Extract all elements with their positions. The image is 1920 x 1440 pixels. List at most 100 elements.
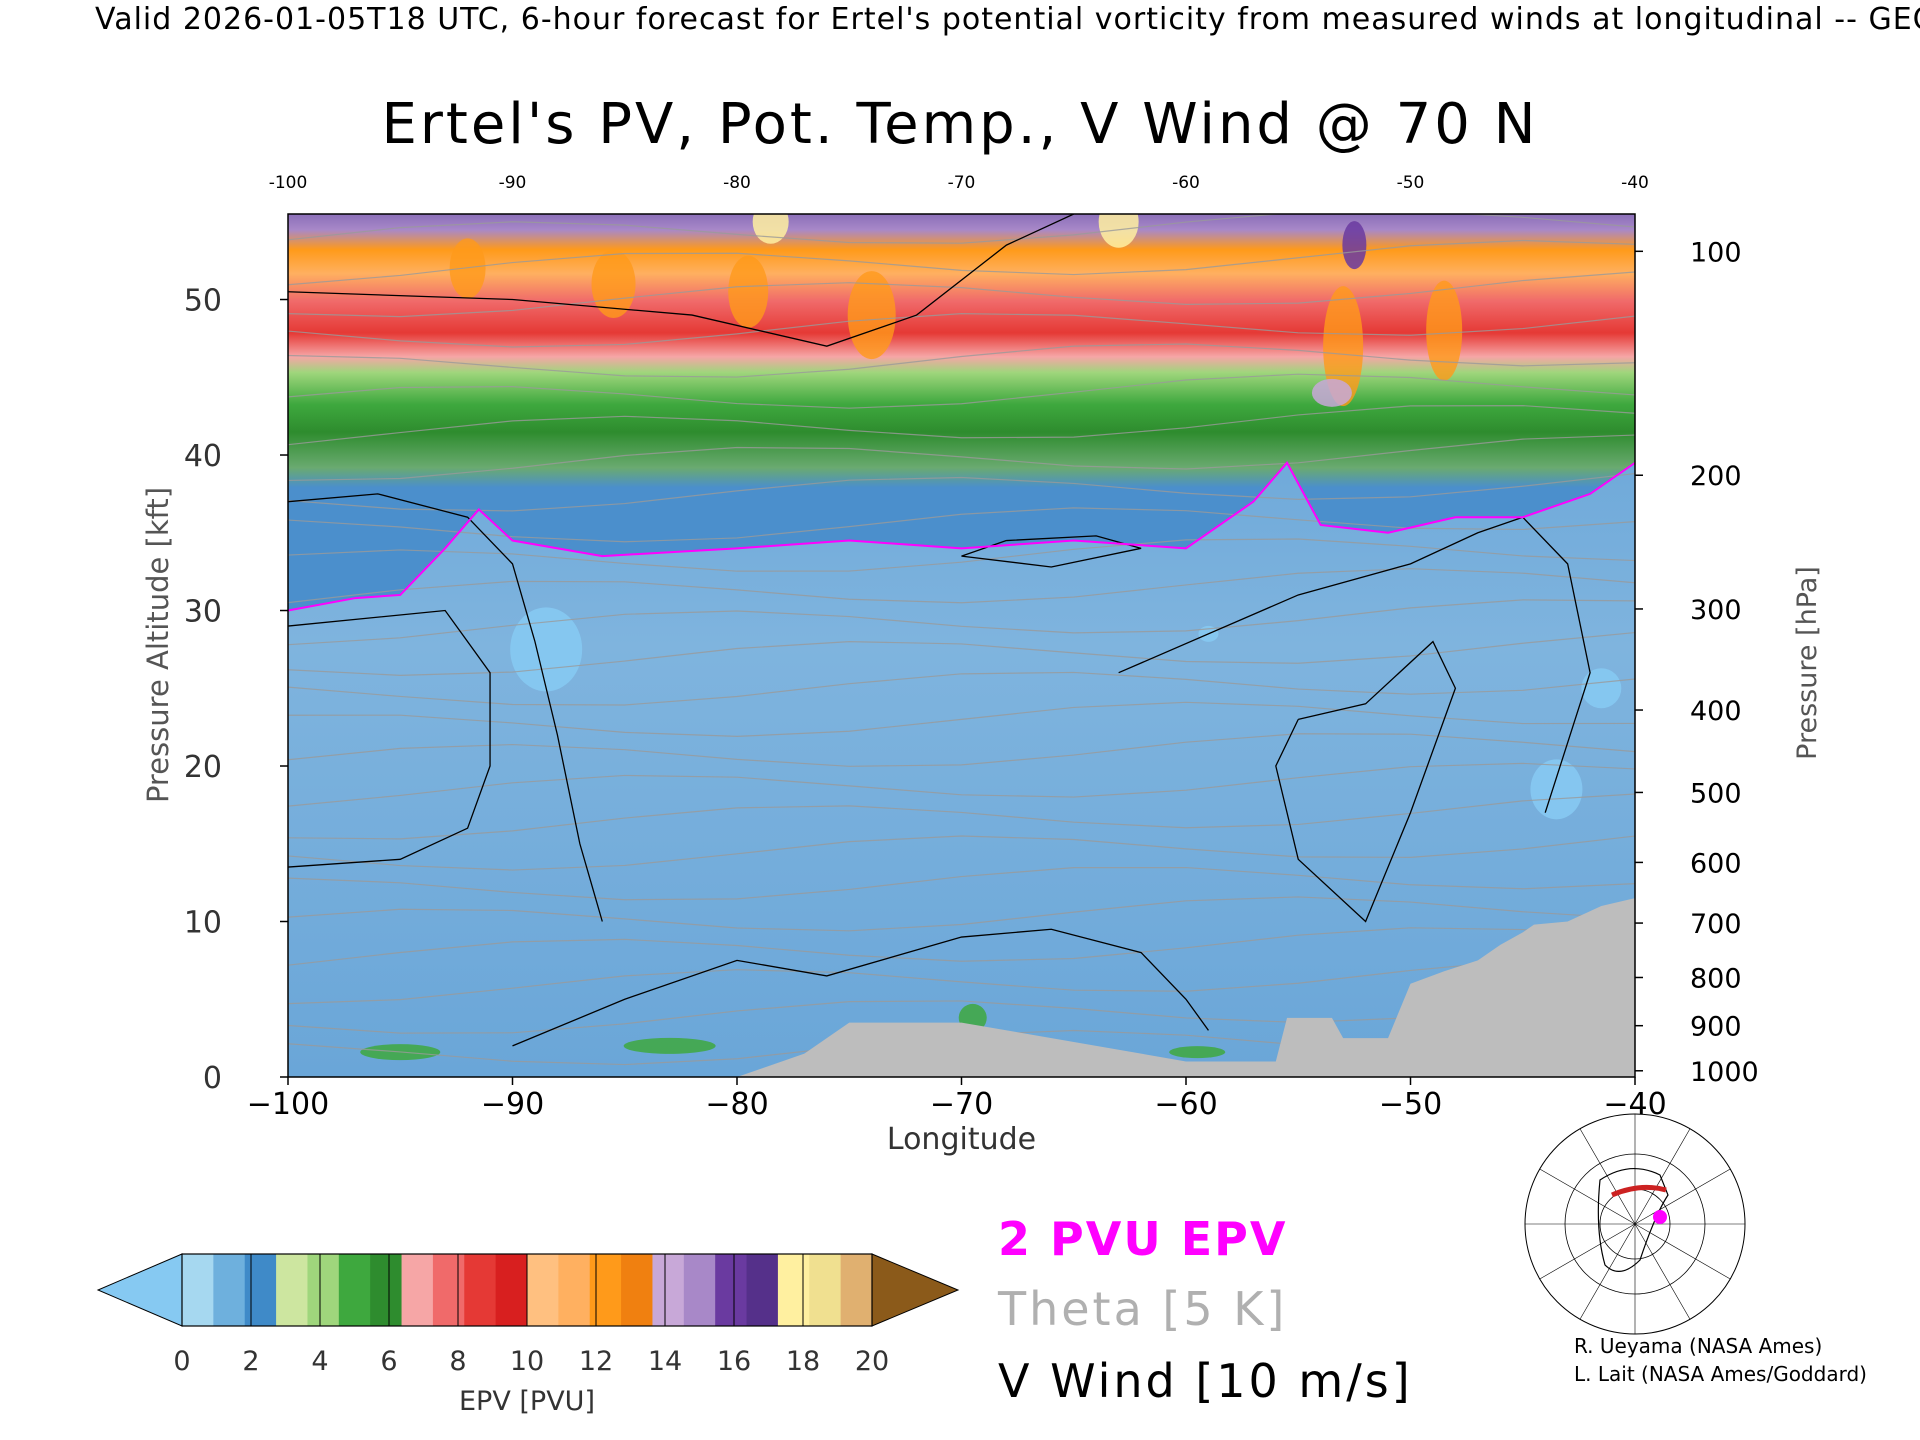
colorbar-tick-label: 20 bbox=[855, 1346, 889, 1377]
pressure-tick-label: 100 bbox=[1690, 237, 1742, 268]
top-tick-label: -100 bbox=[269, 173, 308, 193]
pressure-tick-label: 1000 bbox=[1690, 1057, 1759, 1088]
colorbar-tick-label: 0 bbox=[173, 1346, 190, 1377]
v-wind-contour-5 bbox=[512, 928, 1209, 1047]
tropopause-2pvu-line bbox=[288, 461, 1635, 612]
v-wind-contour-6 bbox=[288, 214, 1075, 347]
colorbar-segment bbox=[213, 1254, 246, 1326]
inset-meridian bbox=[1634, 1128, 1691, 1225]
theta-contour-19 bbox=[288, 405, 1635, 446]
colorbar-segment bbox=[464, 1254, 497, 1326]
pressure-tick-label: 300 bbox=[1690, 595, 1742, 626]
colorbar-tick-label: 10 bbox=[510, 1346, 544, 1377]
colorbar-segment bbox=[307, 1254, 340, 1326]
x-tick-label: −80 bbox=[705, 1087, 768, 1122]
colorbar-segment bbox=[809, 1254, 842, 1326]
theta-contour-12 bbox=[288, 631, 1635, 676]
colorbar-tick-label: 16 bbox=[717, 1346, 751, 1377]
theta-contour-23 bbox=[288, 271, 1635, 318]
pressure-tick-label: 900 bbox=[1690, 1012, 1742, 1043]
theta-contour-6 bbox=[288, 835, 1635, 871]
low-level-pv-strip-3 bbox=[1169, 1046, 1226, 1059]
low-pv-patch-2 bbox=[1581, 668, 1622, 709]
pressure-tick-label: 500 bbox=[1690, 778, 1742, 809]
theta-contour-11 bbox=[288, 671, 1635, 706]
colorbar-segment bbox=[715, 1254, 748, 1326]
inset-meridian bbox=[1539, 1168, 1636, 1225]
inset-meridian bbox=[1579, 1128, 1636, 1225]
inset-meridian bbox=[1539, 1223, 1636, 1280]
header-valid-text: Valid 2026-01-05T18 UTC, 6-hour forecast… bbox=[95, 2, 1920, 37]
v-wind-contour-2 bbox=[1118, 516, 1591, 813]
x-tick-label: −50 bbox=[1379, 1087, 1442, 1122]
legend-2pvu-epv: 2 PVU EPV bbox=[998, 1212, 1288, 1266]
theta-contour-14 bbox=[288, 568, 1635, 604]
y-tick-label: 50 bbox=[184, 284, 222, 319]
x-tick-label: −100 bbox=[247, 1087, 329, 1122]
colorbar-segment bbox=[182, 1254, 214, 1326]
theta-contour-4 bbox=[288, 896, 1635, 932]
credit-lait: L. Lait (NASA Ames/Goddard) bbox=[1574, 1362, 1867, 1386]
colorbar-segment bbox=[527, 1254, 559, 1326]
colorbar-segment bbox=[432, 1254, 465, 1326]
colorbar-segment bbox=[652, 1254, 685, 1326]
theta-contour-18 bbox=[288, 434, 1635, 482]
theta-contour-25 bbox=[288, 214, 1635, 244]
theta-contour-17 bbox=[288, 472, 1635, 512]
legend-v-wind: V Wind [10 m/s] bbox=[998, 1354, 1413, 1408]
colorbar-segment bbox=[276, 1254, 308, 1326]
inset-section-line bbox=[1611, 1184, 1667, 1198]
v-wind-contour-0 bbox=[288, 493, 603, 922]
theta-contour-2 bbox=[288, 957, 1635, 1005]
colorbar-segment bbox=[338, 1254, 371, 1326]
inset-location-marker bbox=[1653, 1210, 1667, 1224]
theta-contour-9 bbox=[288, 733, 1635, 767]
pressure-tick-label: 700 bbox=[1690, 909, 1742, 940]
top-tick-label: -90 bbox=[499, 173, 527, 193]
theta-contour-10 bbox=[288, 701, 1635, 738]
y-tick-label: 10 bbox=[184, 906, 222, 941]
pv-top-cell-3 bbox=[1311, 378, 1352, 407]
colorbar-segment bbox=[401, 1254, 434, 1326]
colorbar-tick-label: 8 bbox=[449, 1346, 466, 1377]
x-tick-label: −60 bbox=[1154, 1087, 1217, 1122]
v-wind-contour-4 bbox=[961, 535, 1142, 568]
y-axis-label: Pressure Altitude [kft] bbox=[141, 487, 175, 803]
v-wind-contour-3 bbox=[1275, 640, 1457, 923]
inset-meridian bbox=[1579, 1223, 1636, 1320]
pv-intrusion-5 bbox=[1426, 280, 1463, 381]
top-tick-label: -40 bbox=[1621, 173, 1649, 193]
x-tick-label: −70 bbox=[930, 1087, 993, 1122]
x-tick-label: −90 bbox=[481, 1087, 544, 1122]
inset-meridian bbox=[1634, 1168, 1731, 1225]
colorbar-over-arrow bbox=[871, 1253, 960, 1327]
theta-contour-3 bbox=[288, 927, 1635, 966]
x-axis-label: Longitude bbox=[887, 1122, 1036, 1157]
pressure-tick-label: 200 bbox=[1690, 461, 1742, 492]
pv-top-cell-2 bbox=[1342, 221, 1367, 270]
theta-contour-24 bbox=[288, 239, 1635, 286]
plot-area bbox=[288, 214, 1635, 1077]
y-tick-label: 40 bbox=[184, 439, 222, 474]
top-tick-label: -50 bbox=[1397, 173, 1425, 193]
pv-top-cell-1 bbox=[1098, 214, 1139, 248]
legend-theta: Theta [5 K] bbox=[998, 1282, 1288, 1336]
pv-intrusion-2 bbox=[728, 255, 769, 328]
low-level-pv-strip-1 bbox=[623, 1037, 716, 1054]
colorbar-under-arrow bbox=[96, 1253, 183, 1327]
colorbar-segment bbox=[558, 1254, 591, 1326]
colorbar-segment bbox=[777, 1254, 810, 1326]
colorbar-tick-label: 12 bbox=[579, 1346, 613, 1377]
colorbar-tick-label: 14 bbox=[648, 1346, 682, 1377]
colorbar-tick-label: 18 bbox=[786, 1346, 820, 1377]
pv-intrusion-3 bbox=[847, 271, 896, 360]
colorbar-segment bbox=[840, 1254, 873, 1326]
location-inset-map bbox=[1524, 1113, 1746, 1335]
low-pv-patch-1 bbox=[1530, 759, 1583, 820]
colorbar-segment bbox=[589, 1254, 622, 1326]
theta-contour-5 bbox=[288, 866, 1635, 901]
theta-contour-20 bbox=[288, 373, 1635, 409]
pressure-tick-label: 800 bbox=[1690, 963, 1742, 994]
axes: −100-100−90-90−80-80−70-70−60-60−50-50−4… bbox=[141, 173, 1823, 1157]
